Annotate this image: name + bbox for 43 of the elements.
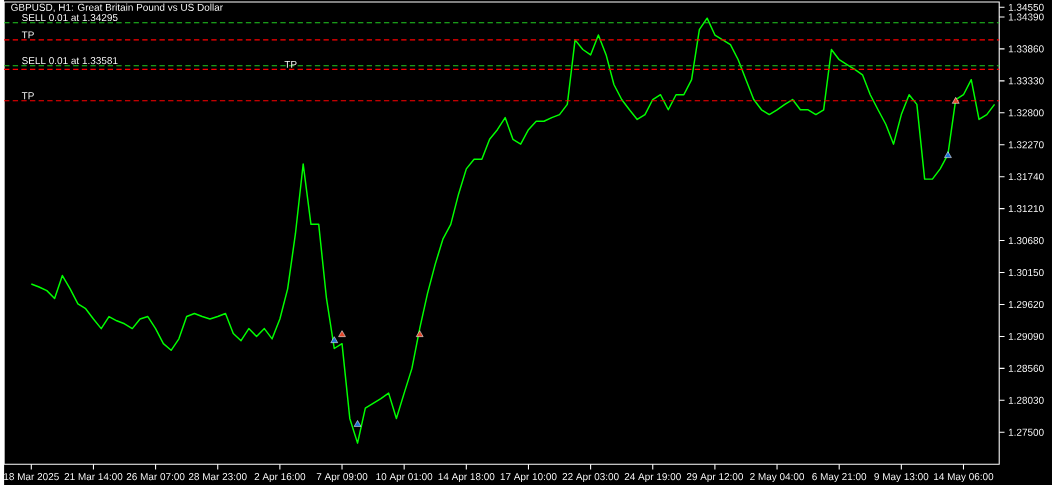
y-tick-label: 1.29620 (1008, 300, 1044, 308)
x-tick-label: 21 Mar 14:00 (64, 472, 123, 480)
x-tick-label: 28 Mar 23:00 (188, 472, 247, 480)
x-tick-label: 26 Mar 07:00 (126, 472, 185, 480)
y-tick-label: 1.30680 (1008, 236, 1044, 244)
y-tick-label: 1.32270 (1008, 141, 1044, 149)
y-tick-label: 1.33330 (1008, 77, 1044, 85)
y-tick-label: 1.28560 (1008, 364, 1044, 372)
x-tick-label: 2 May 04:00 (750, 472, 805, 482)
y-tick-label: 1.33860 (1008, 45, 1044, 53)
y-tick-label: 1.34390 (1008, 13, 1044, 21)
point (415, 330, 424, 337)
point (944, 151, 952, 158)
point (330, 336, 338, 343)
y-tick-label: 1.29090 (1008, 332, 1044, 340)
x-tick-label: 24 Apr 19:00 (624, 472, 681, 482)
y-tick-label: 1.34550 (1008, 3, 1044, 11)
x-tick-label: 9 May 13:00 (874, 472, 929, 482)
y-tick-label: 1.31740 (1008, 172, 1044, 181)
y-tick-label: 1.32800 (1008, 109, 1044, 117)
x-tick-label: 14 May 06:00 (934, 472, 994, 482)
x-tick-label: 2 Apr 16:00 (254, 472, 306, 482)
ref-line-label: TP (21, 31, 34, 39)
point (951, 96, 960, 104)
x-tick-label: 18 Mar 2025 (4, 472, 59, 480)
ref-line-label: SELL 0.01 at 1.34295 (22, 13, 118, 21)
point (338, 330, 346, 337)
chart-title: GBPUSD, H1: Great Britain Pound vs US Dollar (11, 3, 223, 12)
x-tick-label: 22 Apr 03:00 (562, 472, 619, 482)
x-tick-label: 14 Apr 18:00 (438, 472, 495, 482)
ref-line-label: SELL 0.01 at 1.33581 (22, 56, 118, 64)
x-tick-label: 6 May 21:00 (812, 472, 867, 482)
ref-line-label: TP (21, 92, 34, 99)
point (353, 420, 362, 427)
x-tick-label: 29 Apr 12:00 (686, 472, 744, 482)
x-tick-label: 7 Apr 09:00 (316, 472, 368, 482)
x-tick-label: 10 Apr 01:00 (376, 472, 433, 482)
y-tick-label: 1.31210 (1008, 204, 1044, 212)
ref-line-label: TP (284, 60, 297, 68)
y-tick-label: 1.30150 (1008, 268, 1044, 276)
y-tick-label: 1.27500 (1008, 428, 1044, 436)
y-tick-label: 1.28030 (1008, 396, 1044, 404)
x-tick-label: 17 Apr 10:00 (500, 472, 557, 482)
